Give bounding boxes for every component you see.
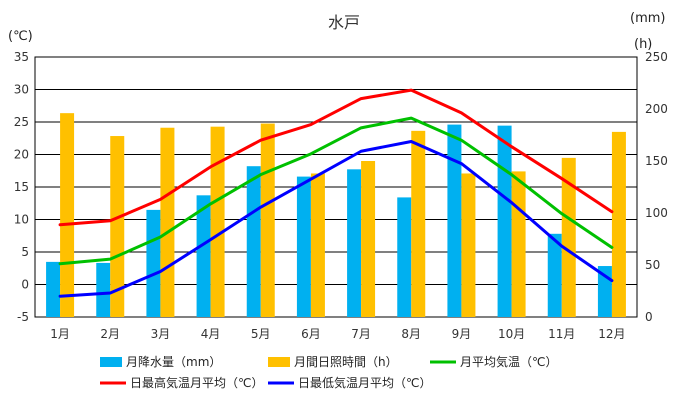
line-min-temp	[58, 140, 614, 298]
left-axis-unit: (℃)	[8, 29, 33, 44]
left-tick-label: 20	[14, 148, 29, 162]
bar-sunshine	[210, 126, 225, 318]
legend-item: 日最高気温月平均（℃）	[100, 375, 263, 390]
left-tick-label: 15	[14, 180, 29, 194]
left-tick-label: 30	[14, 83, 29, 97]
x-tick-label: 7月	[351, 327, 371, 341]
x-tick-label: 10月	[498, 327, 525, 341]
right-tick-label: 150	[645, 154, 668, 168]
legend-label: 日最高気温月平均（℃）	[130, 375, 263, 390]
x-tick-label: 2月	[100, 327, 120, 341]
bar-sunshine	[310, 173, 325, 317]
bar-precipitation	[246, 166, 261, 317]
legend-item: 月降水量（mm）	[100, 355, 221, 369]
right-tick-label: 250	[645, 50, 668, 64]
legend-swatch	[268, 357, 290, 367]
bar-sunshine	[561, 157, 576, 317]
left-tick-label: 5	[21, 245, 29, 259]
left-tick-label: -5	[17, 310, 29, 324]
x-tick-label: 6月	[301, 327, 321, 341]
line-series	[58, 88, 614, 298]
right-axis-unit-sunshine: (h)	[634, 37, 652, 52]
grid-lines	[34, 56, 638, 318]
legend-label: 月間日照時間（h）	[294, 355, 398, 369]
right-tick-label: 100	[645, 206, 668, 220]
bar-precipitation	[146, 209, 161, 317]
bar-precipitation	[447, 124, 462, 317]
axes: -5 0 5 10 15 20 25 30 35 0 50 100 150 200 250 1月 2月 3月 4月 5…	[14, 50, 668, 341]
x-tick-label: 3月	[151, 327, 171, 341]
right-tick-label: 50	[645, 258, 660, 272]
legend-item: 日最低気温月平均（℃）	[268, 375, 431, 390]
x-tick-label: 9月	[452, 327, 472, 341]
bar-precipitation	[196, 195, 211, 317]
left-tick-label: 35	[14, 50, 29, 64]
legend-label: 月降水量（mm）	[126, 355, 221, 369]
bar-precipitation	[497, 125, 512, 317]
legend-item: 月間日照時間（h）	[268, 355, 398, 369]
x-tick-label: 8月	[401, 327, 421, 341]
x-tick-label: 12月	[598, 327, 625, 341]
bar-sunshine	[260, 123, 275, 317]
left-tick-label: 10	[14, 213, 29, 227]
right-tick-label: 0	[645, 310, 653, 324]
bar-precipitation	[296, 176, 311, 317]
x-tick-label: 11月	[548, 327, 575, 341]
legend-label: 月平均気温（℃）	[460, 354, 557, 369]
right-tick-label: 200	[645, 102, 668, 116]
bar-precipitation	[46, 261, 61, 317]
bar-series	[46, 113, 626, 318]
right-axis-unit-precip: (mm)	[630, 11, 665, 26]
x-tick-label: 5月	[251, 327, 271, 341]
bar-precipitation	[397, 197, 412, 317]
bar-sunshine	[160, 127, 175, 317]
bar-sunshine	[60, 113, 75, 317]
chart-title: 水戸	[328, 13, 360, 32]
bar-sunshine	[461, 173, 476, 317]
line-mean-temp	[58, 116, 614, 266]
bar-sunshine	[411, 130, 426, 317]
line-max-temp	[58, 88, 614, 227]
bar-sunshine	[611, 131, 626, 317]
bar-precipitation	[547, 233, 562, 317]
x-tick-label: 4月	[201, 327, 221, 341]
bar-precipitation	[96, 262, 111, 317]
bar-sunshine	[110, 136, 125, 317]
x-tick-label: 1月	[50, 327, 70, 341]
legend: 月降水量（mm） 月間日照時間（h） 月平均気温（℃） 日最高気温月平均（℃） 日最低気…	[100, 354, 557, 390]
bar-sunshine	[361, 161, 376, 317]
legend-label: 日最低気温月平均（℃）	[298, 375, 431, 390]
legend-item: 月平均気温（℃）	[430, 354, 557, 369]
left-tick-label: 25	[14, 115, 29, 129]
legend-swatch	[100, 357, 122, 367]
left-tick-label: 0	[21, 278, 29, 292]
bar-precipitation	[347, 169, 362, 317]
bar-sunshine	[511, 171, 526, 317]
